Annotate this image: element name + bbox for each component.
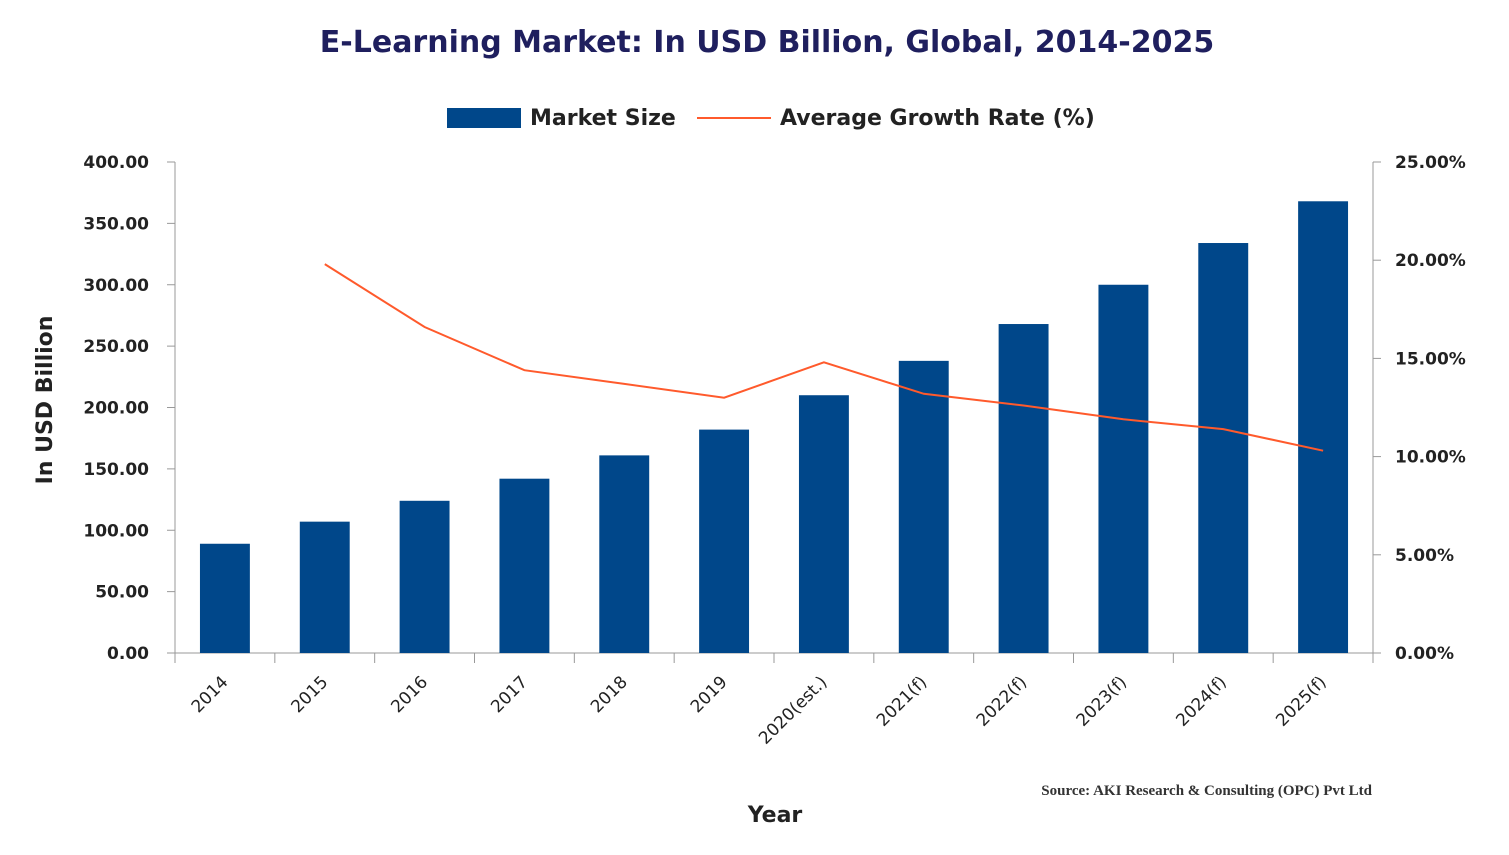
x-tick-label: 2018 bbox=[587, 672, 632, 717]
bar-market-size bbox=[199, 543, 250, 653]
y-tick-label-left: 100.00 bbox=[83, 521, 149, 541]
y-tick-label-left: 0.00 bbox=[107, 644, 149, 664]
x-tick-label: 2015 bbox=[288, 672, 333, 717]
bar-market-size bbox=[1198, 243, 1249, 653]
y-ticks-right: 0.00% 5.00% 10.00% 15.00% 20.00% 25.00% bbox=[1373, 153, 1466, 664]
y-tick-label-right: 10.00% bbox=[1395, 448, 1466, 468]
axes bbox=[174, 162, 1374, 654]
bar-market-size bbox=[998, 324, 1049, 653]
legend-label-growth-rate: Average Growth Rate (%) bbox=[780, 106, 1095, 131]
growth-rate-line bbox=[324, 263, 1324, 452]
y-tick-label-left: 250.00 bbox=[83, 337, 149, 357]
x-tick-label: 2024(f) bbox=[1172, 672, 1230, 730]
x-tick-label: 2023(f) bbox=[1073, 672, 1131, 730]
y-tick-label-left: 300.00 bbox=[83, 276, 149, 296]
bar-market-size bbox=[499, 478, 550, 653]
x-tick-label: 2014 bbox=[188, 672, 233, 717]
y-tick-label-right: 25.00% bbox=[1395, 153, 1466, 173]
bar-market-size bbox=[1298, 201, 1349, 653]
growth-line-layer bbox=[324, 263, 1324, 452]
x-tick-label: 2016 bbox=[387, 672, 432, 717]
y-tick-label-left: 400.00 bbox=[83, 153, 149, 173]
legend: Market Size Average Growth Rate (%) bbox=[447, 106, 1095, 131]
source-note: Source: AKI Research & Consulting (OPC) … bbox=[1041, 783, 1372, 799]
y-tick-label-left: 350.00 bbox=[83, 214, 149, 234]
x-tick-label: 2021(f) bbox=[873, 672, 931, 730]
x-tick-label: 2019 bbox=[687, 672, 732, 717]
x-tick-label: 2017 bbox=[487, 672, 532, 717]
bar-market-size bbox=[798, 395, 849, 653]
x-tick-label: 2022(f) bbox=[973, 672, 1031, 730]
bar-market-size bbox=[699, 429, 750, 653]
y-tick-label-right: 0.00% bbox=[1395, 644, 1454, 664]
x-tick-label: 2020(est.) bbox=[755, 672, 831, 748]
y-tick-label-right: 15.00% bbox=[1395, 349, 1466, 369]
chart-title: E-Learning Market: In USD Billion, Globa… bbox=[320, 25, 1214, 60]
y-tick-label-left: 50.00 bbox=[95, 583, 149, 603]
bar-market-size bbox=[898, 360, 949, 653]
bars bbox=[199, 201, 1349, 653]
x-axis-label: Year bbox=[747, 803, 803, 828]
legend-label-market-size: Market Size bbox=[530, 106, 676, 131]
bar-market-size bbox=[399, 500, 450, 653]
y-tick-label-left: 200.00 bbox=[83, 399, 149, 419]
bar-market-size bbox=[299, 521, 350, 653]
bar-market-size bbox=[599, 455, 650, 653]
legend-swatch-market-size bbox=[447, 108, 521, 128]
y-tick-label-left: 150.00 bbox=[83, 460, 149, 480]
y-ticks-left: 0.00 50.00 100.00 150.00 200.00 250.00 300.00 3… bbox=[83, 153, 175, 664]
x-ticks: 2014 2015 2016 2017 2018 2019 2020(est.) 2021(f… bbox=[174, 653, 1374, 749]
bar-market-size bbox=[1098, 284, 1149, 653]
y-axis-label: In USD Billion bbox=[33, 316, 58, 485]
x-tick-label: 2025(f) bbox=[1272, 672, 1330, 730]
y-tick-label-right: 20.00% bbox=[1395, 251, 1466, 271]
y-tick-label-right: 5.00% bbox=[1395, 546, 1454, 566]
